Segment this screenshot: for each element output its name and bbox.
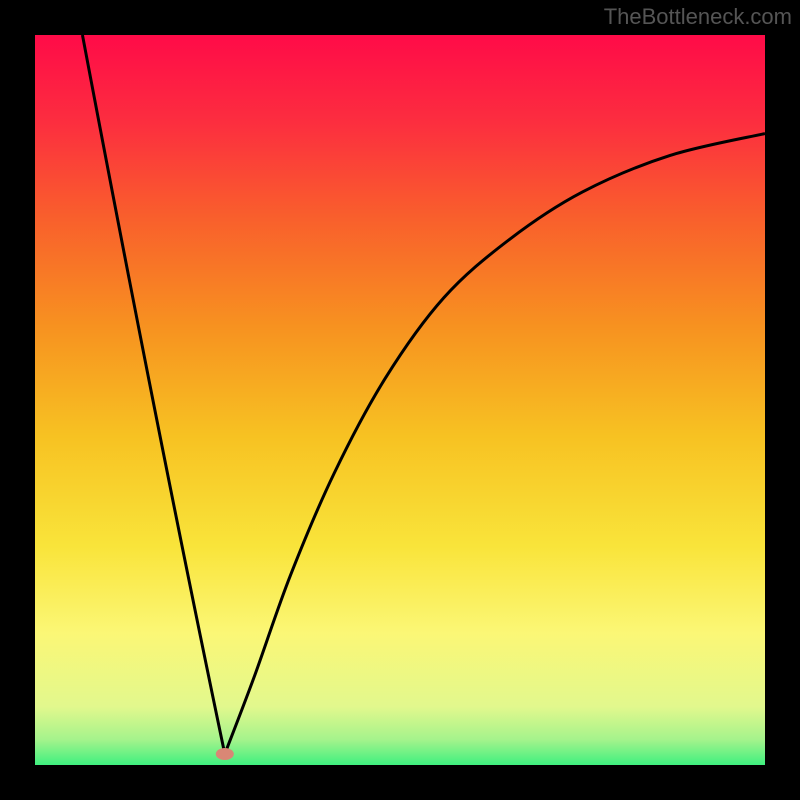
watermark-text: TheBottleneck.com bbox=[604, 4, 792, 30]
chart-plot-background bbox=[35, 35, 765, 765]
chart-container: TheBottleneck.com bbox=[0, 0, 800, 800]
bottleneck-curve-chart bbox=[0, 0, 800, 800]
vertex-marker bbox=[216, 748, 234, 760]
